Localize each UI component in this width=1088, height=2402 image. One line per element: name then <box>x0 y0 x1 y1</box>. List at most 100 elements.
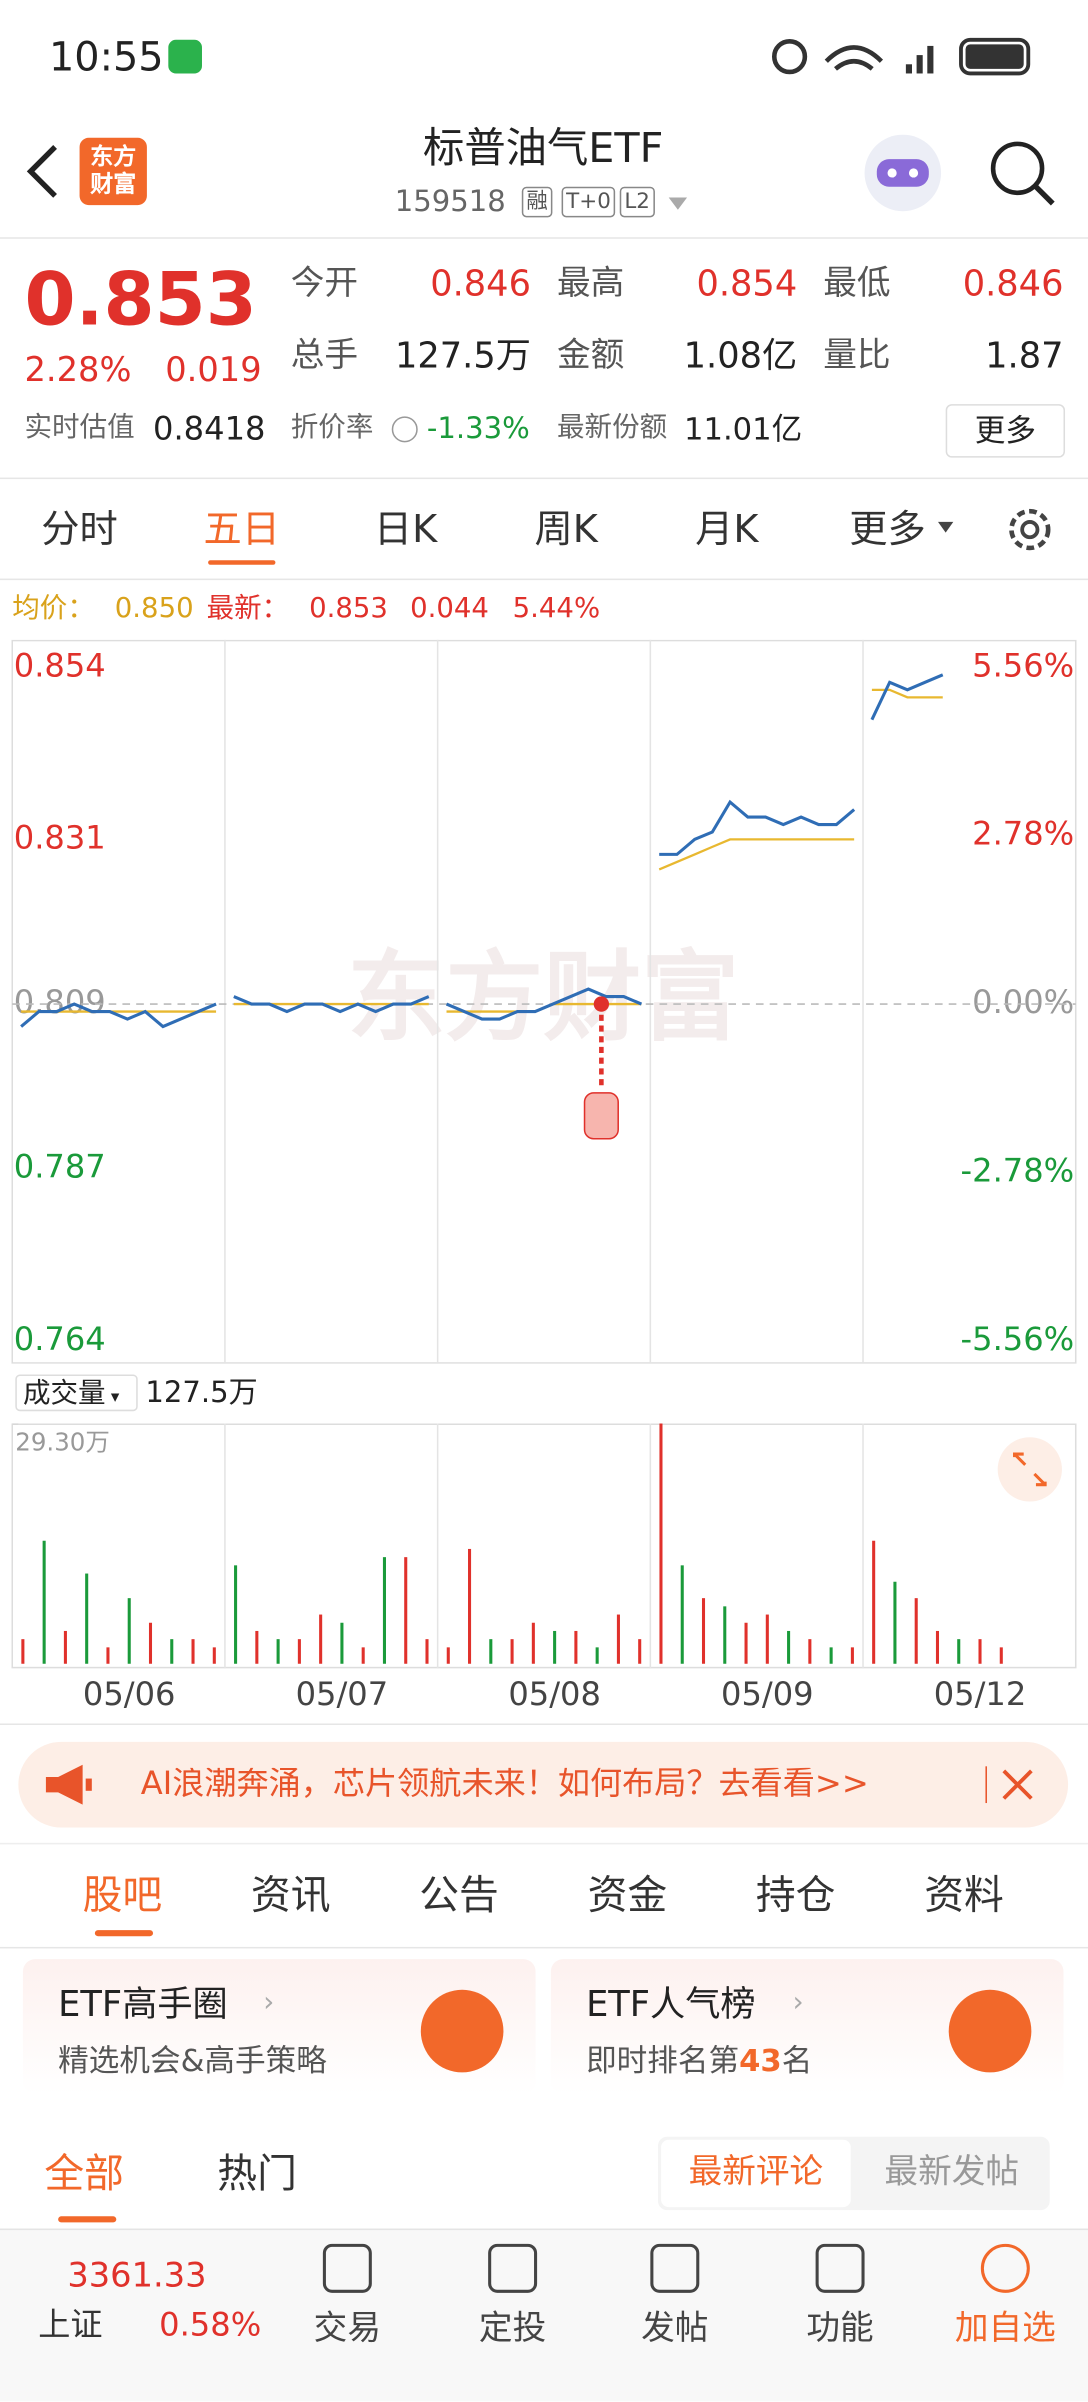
x-tick-label: 05/07 <box>296 1675 389 1713</box>
volume-bar <box>893 1581 897 1664</box>
volume-bar <box>680 1565 684 1664</box>
divider <box>0 1842 1088 1845</box>
card-title: ETF高手圈 <box>58 1985 228 2025</box>
y-tick-label: 0.764 <box>14 1320 106 1358</box>
nav-icon[interactable] <box>815 2243 865 2293</box>
divider <box>0 578 1088 581</box>
last-value: 0.853 <box>309 592 388 625</box>
nav-label[interactable]: 发帖 <box>641 2309 709 2348</box>
y-tick-label: 0.831 <box>14 818 106 856</box>
y-tick-label: 29.30万 <box>15 1427 110 1456</box>
volume-bar <box>787 1630 791 1664</box>
index-change[interactable]: 0.58% <box>159 2306 262 2344</box>
volume-bar <box>510 1639 514 1664</box>
chart-tab[interactable]: 周K <box>534 506 598 552</box>
avg-value: 0.850 <box>114 592 194 625</box>
change: 0.019 <box>165 352 262 391</box>
volume-bar <box>148 1622 153 1664</box>
last-change-pct: 5.44% <box>512 592 601 625</box>
buy-marker <box>583 1092 619 1140</box>
estimate-value: 0.8418 <box>153 410 266 447</box>
card-subtitle: 精选机会&高手策略 <box>58 2041 327 2079</box>
section-tab[interactable]: 资料 <box>924 1873 1004 1920</box>
sort-tab[interactable]: 最新评论 <box>661 2139 851 2208</box>
volume-bar <box>170 1639 174 1664</box>
volume-bar <box>701 1598 706 1664</box>
back-button[interactable] <box>18 141 67 202</box>
dropdown-arrow[interactable] <box>667 196 688 211</box>
search-button[interactable] <box>987 138 1057 208</box>
volume-bar <box>574 1630 578 1664</box>
banner-text: AI浪潮奔涌，芯片领航未来！如何布局？去看看>> <box>140 1767 869 1800</box>
chart-tab[interactable]: 月K <box>695 506 759 552</box>
section-tab[interactable]: 资讯 <box>250 1873 331 1920</box>
chart-tab[interactable]: 分时 <box>41 506 118 552</box>
field-label: 最低 <box>823 264 891 304</box>
sort-tab[interactable]: 最新发帖 <box>884 2153 1020 2192</box>
text: 名 <box>781 2041 813 2079</box>
field-value: 1.08亿 <box>683 336 798 377</box>
estimate-label: 实时估值 <box>24 411 135 444</box>
nav-icon[interactable] <box>322 2243 372 2293</box>
field-label: 最高 <box>556 264 625 304</box>
logo-line: 东方 <box>90 142 137 170</box>
chart-tab[interactable]: 五日 <box>203 506 281 552</box>
tab-underline <box>208 560 276 565</box>
price-chart: 东方财富 0.854 0.831 0.809 0.787 0.764 5.56% 2.78%… <box>11 639 1077 1364</box>
volume-bar <box>489 1639 493 1664</box>
y-tick-label: 0.809 <box>14 983 106 1021</box>
battery-icon <box>959 37 1031 76</box>
section-tab[interactable]: 资金 <box>587 1873 668 1920</box>
section-tab[interactable]: 股吧 <box>82 1873 163 1920</box>
assistant-avatar[interactable] <box>862 132 945 215</box>
volume-bar <box>723 1606 727 1664</box>
volume-bar <box>850 1647 854 1664</box>
chart-tab[interactable]: 更多 <box>849 506 926 552</box>
banner[interactable] <box>18 1741 1069 1828</box>
volume-bar <box>63 1630 67 1664</box>
field-label: 今开 <box>290 264 359 304</box>
marker-dot <box>593 996 610 1012</box>
signal-icon <box>905 64 912 74</box>
nav-label[interactable]: 定投 <box>478 2309 547 2348</box>
card-title: ETF人气榜 <box>586 1985 756 2025</box>
nav-label[interactable]: 功能 <box>806 2309 874 2348</box>
nav-icon[interactable] <box>488 2243 538 2293</box>
nav-icon[interactable] <box>650 2243 700 2293</box>
y2-tick-label: -5.56% <box>961 1320 1075 1358</box>
watermark: 东方财富 <box>347 941 739 1055</box>
volume-selector[interactable]: 成交量 ▾ <box>15 1374 138 1412</box>
alarm-icon <box>771 39 808 75</box>
settings-button[interactable] <box>1002 502 1057 557</box>
header-title: 标普油气ETF <box>423 125 664 173</box>
index-value[interactable]: 3361.33 <box>67 2257 207 2296</box>
volume-label: 成交量 <box>22 1377 106 1410</box>
discount-value: -1.33% <box>426 411 530 446</box>
section-tab[interactable]: 持仓 <box>755 1873 836 1920</box>
dropdown-arrow: ▾ <box>105 1386 120 1407</box>
field-value: 127.5万 <box>395 336 531 377</box>
section-tab[interactable]: 公告 <box>419 1873 499 1920</box>
chart-tab[interactable]: 日K <box>373 506 438 552</box>
last-change: 0.044 <box>410 592 489 625</box>
x-tick-label: 05/08 <box>508 1675 601 1713</box>
nav-icon[interactable] <box>980 2243 1030 2293</box>
divider <box>0 237 1088 239</box>
nav-label[interactable]: 加自选 <box>954 2309 1056 2348</box>
y-tick-label: 0.854 <box>14 646 106 684</box>
volume-bar <box>340 1622 344 1664</box>
more-button[interactable]: 更多 <box>945 404 1066 458</box>
index-name[interactable]: 上证 <box>38 2306 103 2344</box>
close-button[interactable] <box>1001 1768 1035 1802</box>
field-value: 0.846 <box>430 264 531 305</box>
volume-bar <box>638 1639 642 1664</box>
info-icon[interactable] <box>391 416 418 443</box>
expand-button[interactable] <box>996 1436 1063 1503</box>
field-label: 金额 <box>556 336 625 375</box>
nav-label[interactable]: 交易 <box>313 2309 382 2348</box>
post-tab[interactable]: 全部 <box>44 2152 124 2198</box>
badge: L2 <box>619 186 655 218</box>
status-time: 10:55 <box>48 35 164 82</box>
post-tab[interactable]: 热门 <box>217 2152 297 2198</box>
